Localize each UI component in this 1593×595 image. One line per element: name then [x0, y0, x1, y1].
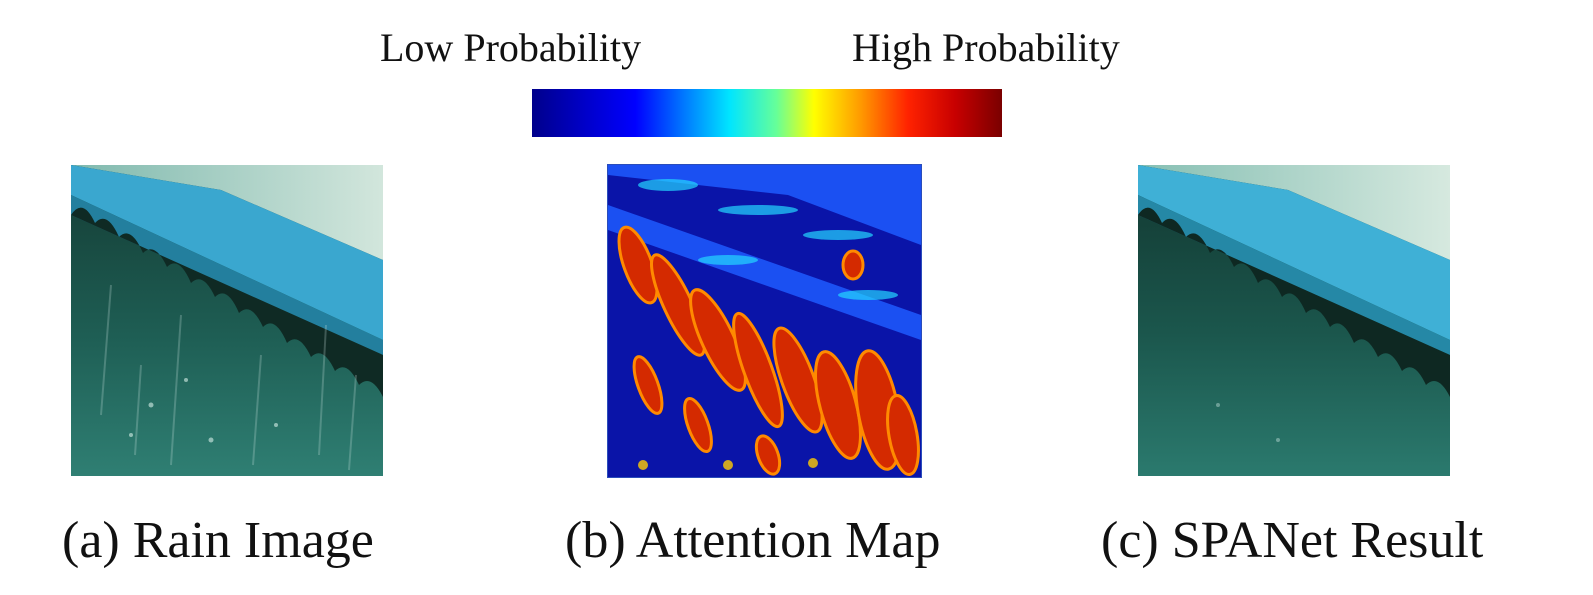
rain-image-graphic [71, 165, 383, 476]
caption-rain-image: (a) Rain Image [62, 512, 374, 569]
caption-attention-map: (b) Attention Map [565, 512, 941, 569]
rain-image [71, 165, 383, 476]
attention-map-graphic [608, 165, 921, 477]
caption-spanet-result: (c) SPANet Result [1101, 512, 1484, 569]
attention-map [608, 165, 921, 477]
probability-colorbar [532, 89, 1002, 137]
spanet-result-image [1138, 165, 1450, 476]
low-probability-label: Low Probability [380, 25, 642, 70]
high-probability-label: High Probability [852, 25, 1120, 70]
spanet-result-graphic [1138, 165, 1450, 476]
